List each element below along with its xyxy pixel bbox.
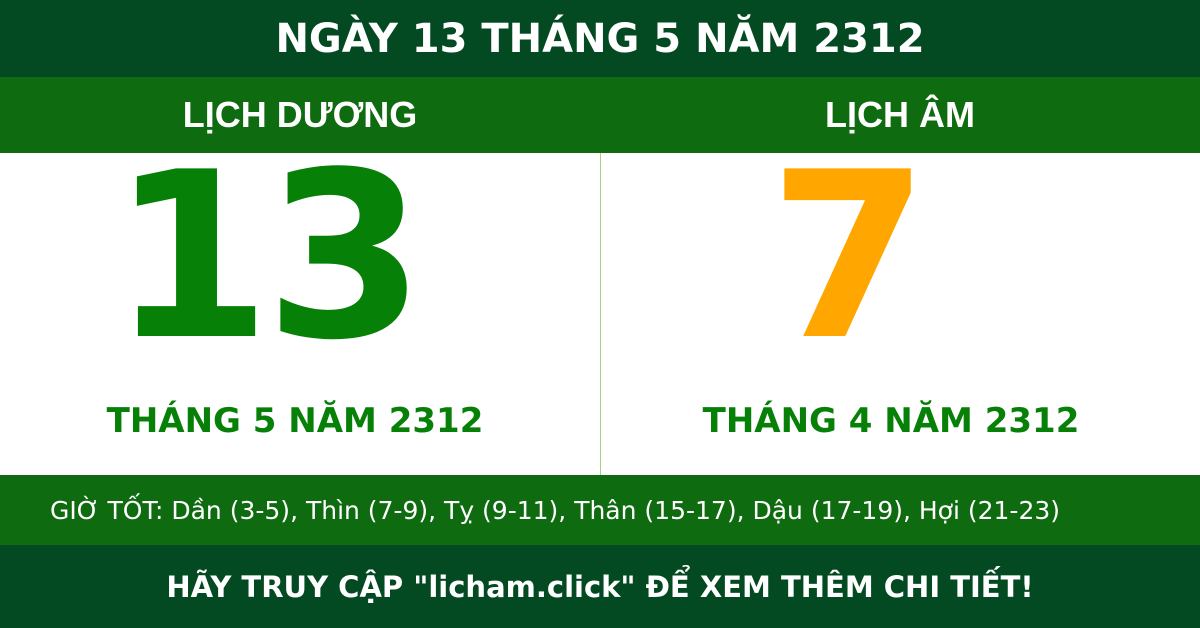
calendar-headings: LỊCH DƯƠNG LỊCH ÂM — [0, 77, 1200, 153]
page-title: NGÀY 13 THÁNG 5 NĂM 2312 — [0, 0, 1200, 77]
calendar-body: 13 THÁNG 5 NĂM 2312 7 THÁNG 4 NĂM 2312 — [0, 143, 1200, 475]
solar-heading: LỊCH DƯƠNG — [182, 94, 418, 135]
solar-month-year: THÁNG 5 NĂM 2312 — [106, 401, 484, 441]
solar-day: 13 — [110, 124, 425, 391]
lunar-heading: LỊCH ÂM — [825, 94, 975, 135]
lunar-month-year: THÁNG 4 NĂM 2312 — [702, 401, 1080, 441]
footer-cta: HÃY TRUY CẬP "licham.click" ĐỂ XEM THÊM … — [0, 545, 1200, 628]
lunar-day: 7 — [768, 124, 929, 391]
solar-column: 13 THÁNG 5 NĂM 2312 — [0, 143, 600, 475]
good-hours: GIỜ TỐT: Dần (3-5), Thìn (7-9), Tỵ (9-11… — [0, 475, 1200, 545]
lunar-column: 7 THÁNG 4 NĂM 2312 — [600, 143, 1200, 475]
